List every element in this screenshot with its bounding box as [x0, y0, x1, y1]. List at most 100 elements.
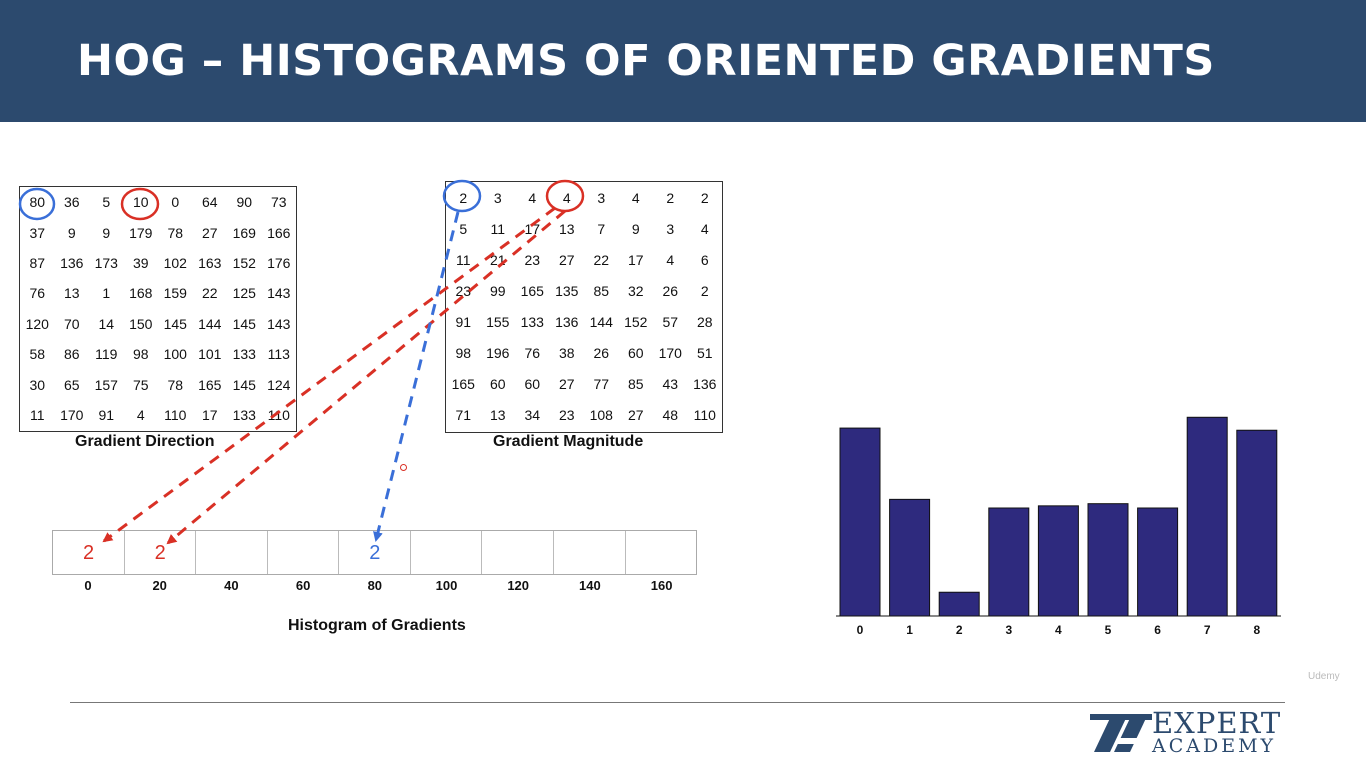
slide-title: HOG – HISTOGRAMS OF ORIENTED GRADIENTS	[77, 36, 1215, 86]
histogram-bin	[482, 531, 554, 574]
gradient-direction-cell: 133	[232, 346, 256, 363]
blue-circle-magnitude	[442, 179, 482, 213]
gradient-magnitude-cell: 4	[562, 189, 571, 206]
gradient-magnitude-row: 165 60 60 27 77 85 43 136	[446, 369, 722, 400]
gradient-magnitude-row: 98 196 76 38 26 60 170 51	[446, 337, 722, 368]
gradient-magnitude-cell: 136	[555, 313, 579, 330]
gradient-magnitude-cell: 110	[693, 407, 716, 424]
bar-2	[938, 591, 980, 617]
histogram-bin-label: 40	[224, 578, 239, 593]
gradient-direction-cell: 22	[201, 285, 218, 302]
gradient-magnitude-cell: 9	[631, 220, 640, 237]
histogram-bin-label: 0	[84, 578, 92, 593]
gradient-magnitude-cell: 91	[455, 313, 472, 330]
bar-tick-label: 8	[1253, 623, 1260, 637]
gradient-magnitude-cell: 196	[486, 345, 510, 362]
gradient-direction-cell: 136	[60, 254, 84, 271]
gradient-magnitude-cell: 2	[459, 189, 468, 206]
gradient-magnitude-cell: 23	[558, 407, 575, 424]
gradient-magnitude-cell: 165	[520, 282, 544, 299]
gradient-magnitude-cell: 32	[627, 282, 644, 299]
gradient-magnitude-cell: 4	[631, 189, 640, 206]
bar-5	[1087, 503, 1129, 617]
gradient-direction-cell: 168	[129, 285, 153, 302]
gradient-magnitude-cell: 133	[520, 313, 544, 330]
footer-divider	[70, 702, 1285, 703]
gradient-direction-cell: 11	[29, 406, 45, 423]
expert-academy-logo-icon	[1090, 714, 1152, 752]
gradient-magnitude-cell: 13	[558, 220, 575, 237]
gradient-direction-cell: 75	[132, 376, 149, 393]
gradient-direction-cell: 145	[232, 315, 256, 332]
gradient-magnitude-cell: 5	[459, 220, 468, 237]
histogram-bin-label: 60	[295, 578, 311, 593]
gradient-direction-cell: 170	[60, 406, 84, 423]
gradient-direction-cell: 36	[63, 194, 80, 211]
gradient-magnitude-cell: 13	[489, 407, 506, 424]
gradient-magnitude-cell: 60	[489, 376, 506, 393]
gradient-direction-cell: 157	[94, 376, 118, 393]
gradient-magnitude-cell: 23	[524, 251, 541, 268]
gradient-magnitude-cell: 57	[662, 313, 679, 330]
gradient-direction-cell: 133	[232, 406, 256, 423]
histogram-bin-label: 120	[507, 578, 530, 593]
histogram-bin-value: 2	[154, 542, 166, 564]
gradient-direction-row: 120 70 14 150 145 144 145 143	[20, 309, 296, 339]
gradient-direction-cell: 80	[29, 194, 46, 211]
gradient-direction-cell: 78	[167, 224, 184, 241]
gradient-direction-cell: 169	[232, 224, 256, 241]
gradient-magnitude-cell: 2	[666, 189, 675, 206]
gradient-direction-cell: 101	[198, 346, 222, 363]
histogram-bin: 2	[339, 531, 411, 574]
bar-0	[839, 427, 881, 617]
gradient-magnitude-row: 11 21 23 27 22 17 4 6	[446, 244, 722, 275]
gradient-direction-cell: 144	[198, 315, 222, 332]
histogram-bin-label: 80	[367, 578, 383, 593]
histogram-bin	[268, 531, 340, 574]
bar-tick-label: 5	[1105, 623, 1112, 637]
gradient-magnitude-cell: 2	[700, 282, 709, 299]
gradient-magnitude-cell: 11	[490, 220, 506, 237]
gradient-magnitude-cell: 6	[700, 251, 709, 268]
gradient-direction-cell: 91	[98, 406, 115, 423]
gradient-magnitude-grid: 2 3 4 4 3 4 2 2 5 11 17 13 7 9 3 4 11 21 23 27 22 17 4 6 23 99 165…	[445, 181, 723, 433]
gradient-magnitude-cell: 17	[524, 220, 541, 237]
gradient-direction-row: 37 9 9 179 78 27 169 166	[20, 217, 296, 247]
gradient-magnitude-cell: 71	[455, 407, 472, 424]
gradient-magnitude-caption: Gradient Magnitude	[493, 433, 644, 450]
gradient-magnitude-cell: 4	[666, 251, 675, 268]
gradient-magnitude-cell: 11	[455, 251, 471, 268]
gradient-magnitude-cell: 27	[558, 251, 575, 268]
gradient-direction-cell: 1	[102, 285, 111, 302]
gradient-magnitude-cell: 99	[489, 282, 506, 299]
gradient-direction-cell: 9	[67, 224, 76, 241]
histogram-bin	[196, 531, 268, 574]
gradient-direction-cell: 159	[163, 285, 187, 302]
gradient-magnitude-cell: 135	[555, 282, 579, 299]
gradient-magnitude-table: 2 3 4 4 3 4 2 2 5 11 17 13 7 9 3 4 11 21 23 27 22 17 4 6 23 99 165…	[446, 182, 722, 431]
gradient-direction-cell: 110	[267, 406, 290, 423]
gradient-direction-cell: 10	[132, 194, 149, 211]
gradient-direction-caption: Gradient Direction	[75, 433, 215, 450]
bar-3	[988, 507, 1030, 617]
gradient-direction-cell: 27	[201, 224, 218, 241]
gradient-direction-cell: 124	[267, 376, 291, 393]
gradient-direction-cell: 0	[171, 194, 180, 211]
bar-8	[1236, 429, 1278, 617]
red-circle-direction	[120, 187, 160, 221]
gradient-direction-cell: 102	[163, 254, 187, 271]
histogram-bin-value: 2	[83, 542, 95, 564]
gradient-magnitude-cell: 3	[493, 189, 502, 206]
gradient-magnitude-cell: 38	[558, 345, 575, 362]
gradient-magnitude-cell: 28	[696, 313, 713, 330]
gradient-direction-cell: 120	[25, 315, 49, 332]
bar-tick-label: 4	[1055, 623, 1062, 637]
gradient-magnitude-cell: 48	[662, 407, 679, 424]
histogram-bin: 2	[125, 531, 197, 574]
histogram-caption: Histogram of Gradients	[288, 617, 466, 634]
gradient-magnitude-row: 5 11 17 13 7 9 3 4	[446, 213, 722, 244]
histogram-bin-value: 2	[369, 542, 381, 564]
gradient-direction-cell: 30	[29, 376, 46, 393]
gradient-direction-cell: 90	[236, 194, 253, 211]
gradient-magnitude-cell: 17	[627, 251, 644, 268]
